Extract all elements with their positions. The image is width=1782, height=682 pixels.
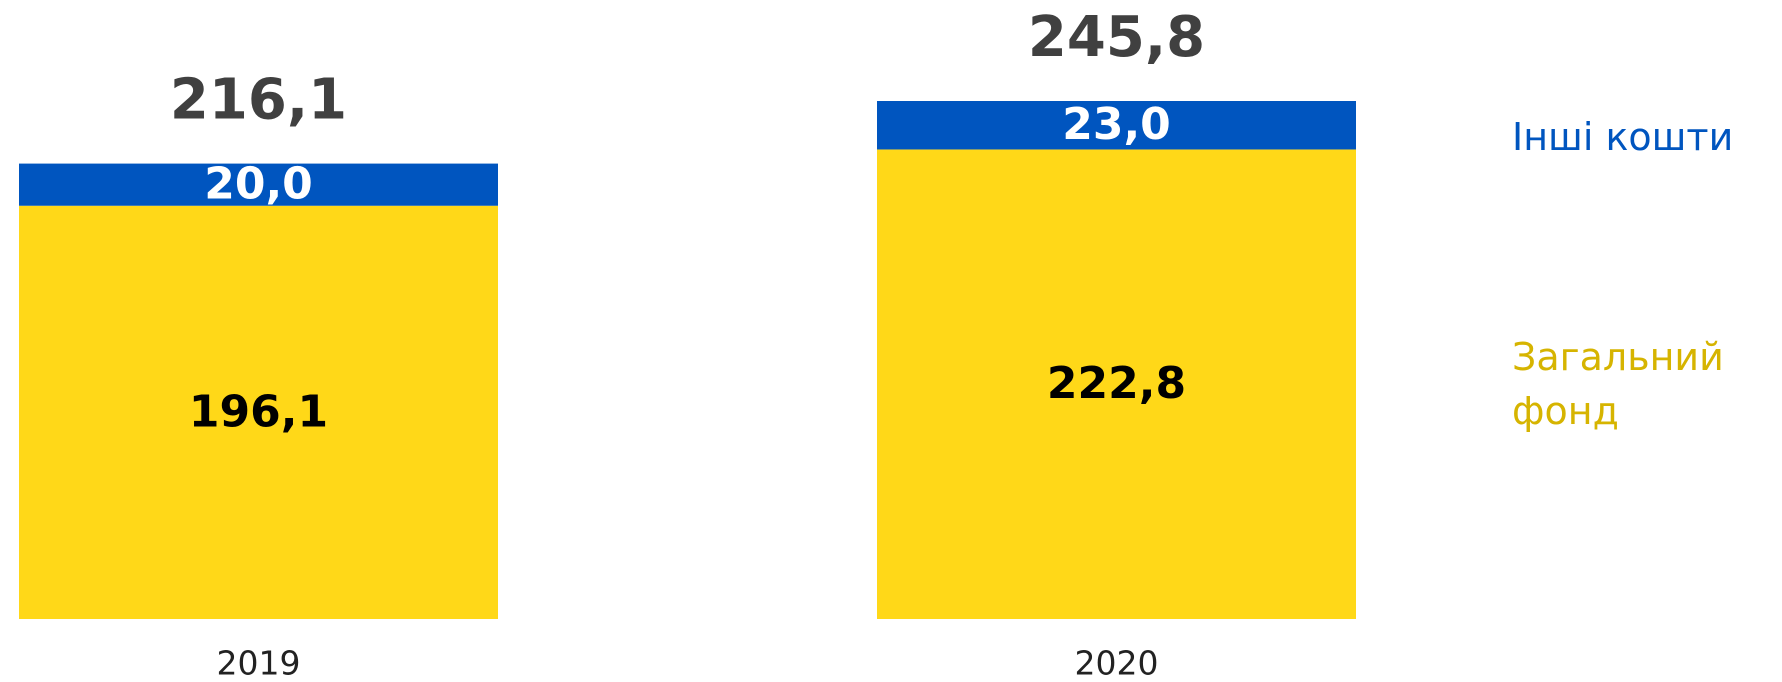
bar-segment [877, 101, 1356, 150]
bar-segment [19, 205, 498, 620]
bar-segment [19, 163, 498, 206]
total-label: 216,1 [170, 68, 347, 133]
value-label: 23,0 [1062, 99, 1171, 150]
value-label: 196,1 [189, 386, 328, 437]
x-tick-label: 2019 [217, 644, 301, 682]
legend-entry: Загальний фонд [1512, 335, 1724, 433]
x-tick-label: 2020 [1075, 644, 1159, 682]
legend-entry: Інші кошти [1512, 115, 1734, 159]
total-label: 245,8 [1028, 5, 1205, 70]
bar-segment [877, 149, 1356, 619]
value-label: 20,0 [204, 159, 313, 210]
value-label: 222,8 [1047, 358, 1186, 409]
